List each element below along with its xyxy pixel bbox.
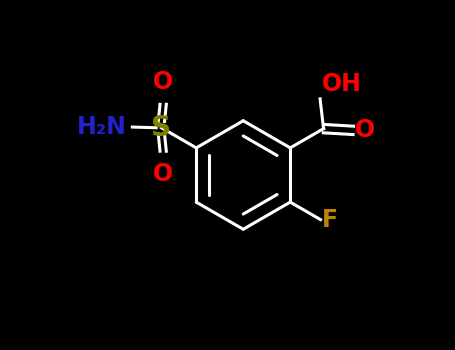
Text: O: O xyxy=(153,162,173,186)
Text: H₂N: H₂N xyxy=(76,115,126,139)
Text: OH: OH xyxy=(322,72,362,96)
Text: O: O xyxy=(153,70,173,94)
Text: O: O xyxy=(355,118,375,142)
Text: F: F xyxy=(322,208,339,232)
Text: S: S xyxy=(152,114,172,142)
